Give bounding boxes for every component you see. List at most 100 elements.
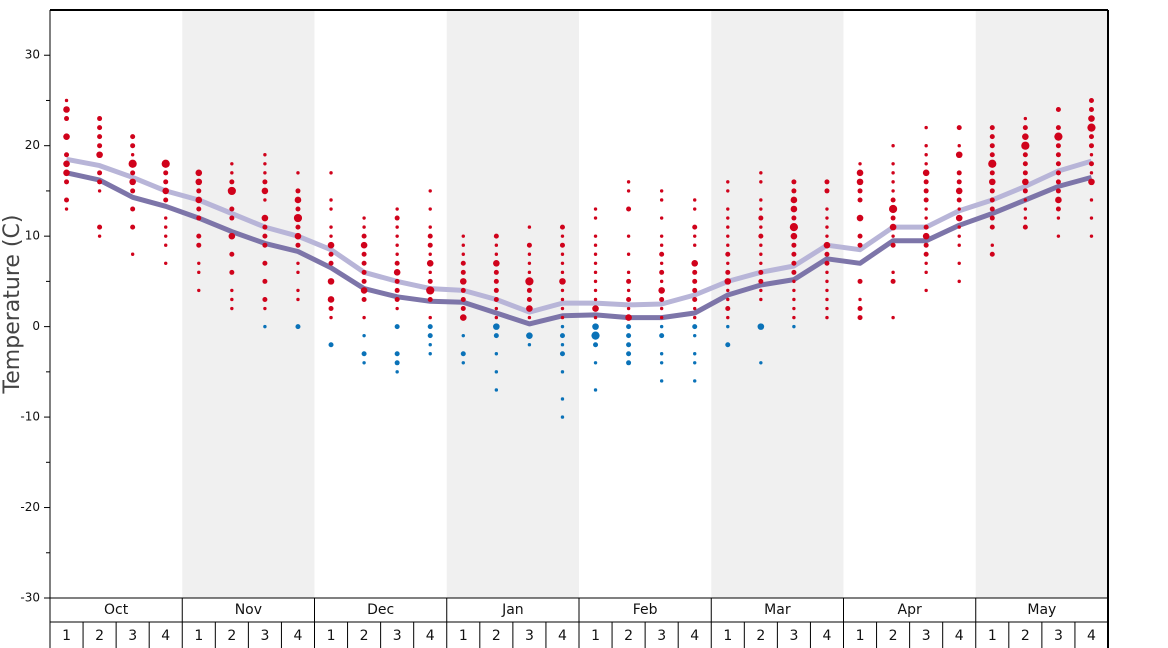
dot [890,278,896,284]
dot [825,207,829,211]
dot [891,315,895,320]
dot [559,242,565,248]
dot [924,207,928,211]
dot [726,261,730,265]
week-label: 4 [426,628,435,644]
dot [394,324,400,330]
dot [891,189,895,193]
dot [361,233,367,239]
dot [560,370,565,374]
dot [891,270,895,275]
dot [825,306,829,311]
dot [428,315,432,320]
dot [395,225,399,229]
week-label: 4 [690,628,699,644]
dot [924,270,928,275]
dot [989,152,995,158]
dot [626,306,631,311]
dot [329,315,333,320]
dot [1088,107,1094,113]
dot [261,187,269,195]
dot [825,297,829,302]
dot [263,171,267,175]
week-label: 3 [1054,628,1063,644]
dot [460,296,466,302]
dot [856,169,864,177]
dot [1023,198,1028,202]
dot [130,143,136,149]
dot [295,242,301,248]
dot [923,224,929,230]
dot [229,269,235,275]
dot [362,361,366,365]
dot [659,216,664,220]
week-label: 4 [294,628,303,644]
dot [460,351,466,357]
dot [792,315,796,320]
dot [759,288,763,293]
dot [957,207,961,211]
dot [494,243,499,247]
dot [1023,216,1028,220]
month-label: Dec [367,602,394,618]
dot [493,323,500,330]
dot [626,333,632,339]
dot [161,159,170,168]
dot [527,343,532,347]
dot [593,252,598,256]
dot [526,296,532,302]
dot [824,179,830,185]
dot [891,234,895,238]
dot [792,288,796,293]
dot [230,171,234,175]
dot [130,170,136,176]
dot [659,352,664,356]
dot [759,207,763,211]
dot [229,206,235,212]
dot [494,352,499,356]
dot [824,251,830,257]
dot [361,278,367,284]
dot [626,270,631,275]
dot [791,242,797,248]
dot [262,224,268,230]
week-label: 2 [889,628,898,644]
dot [759,361,763,365]
dot [626,342,632,348]
dot [461,252,465,256]
dot [923,242,929,248]
dot [163,179,169,185]
dot [626,324,632,330]
dot [888,204,898,214]
dot [693,198,697,202]
dot [296,171,300,175]
dot [759,297,763,302]
dot [262,179,268,185]
dot [659,234,664,238]
dot [626,360,632,366]
dot [560,324,565,329]
dot [130,224,136,230]
dot [988,159,997,168]
dot [626,278,632,284]
dot [395,234,399,238]
dot [427,324,433,330]
dot [924,288,928,293]
dot [1088,161,1094,167]
week-label: 3 [789,628,798,644]
dot [1087,123,1096,132]
dot [263,153,267,157]
dot [593,243,598,247]
dot [97,143,103,149]
dot [196,188,202,194]
dot [726,180,730,184]
dot [494,306,499,311]
y-tick-label: 10 [25,229,40,243]
dot [957,234,961,238]
dot [361,296,367,302]
dot [1089,234,1094,238]
dot [791,188,797,194]
dot [891,143,895,148]
dot [1055,196,1062,204]
dot [659,251,665,257]
